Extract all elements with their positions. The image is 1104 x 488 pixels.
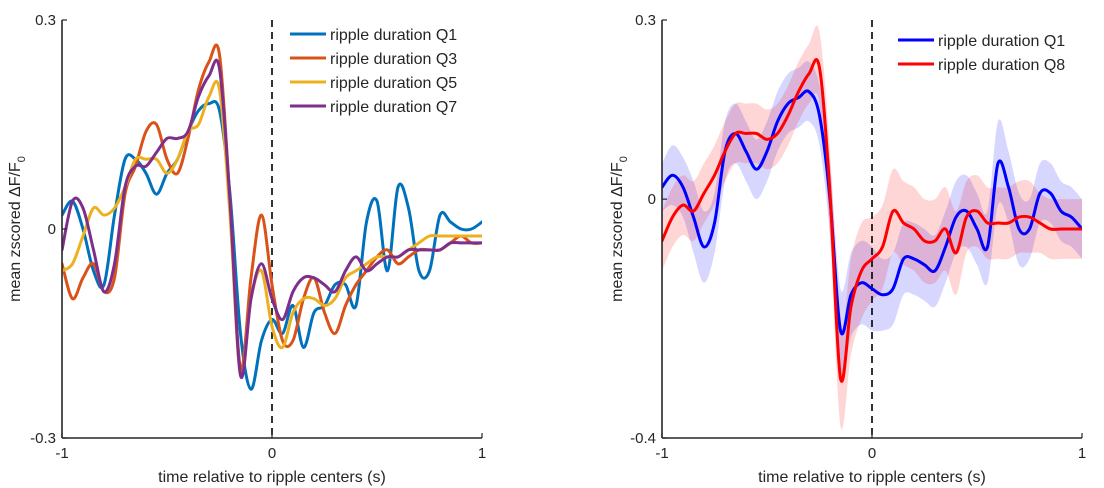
series-line-2 (662, 58, 1082, 383)
x-tick-label: 1 (478, 445, 486, 462)
y-tick-label: -0.4 (630, 430, 656, 447)
y-tick-label: 0 (648, 191, 656, 208)
y-axis-label: mean zscored ΔF/F0 (7, 156, 28, 302)
y-tick-label: 0.3 (35, 12, 56, 29)
plot-area (62, 20, 482, 438)
y-axis-label: mean zscored ΔF/F0 (609, 156, 630, 302)
plot-area (662, 20, 1082, 438)
x-tick-label: -1 (655, 445, 668, 462)
x-axis-label: time relative to ripple centers (s) (758, 469, 986, 486)
y-axis-label-prefix: mean zscored (7, 197, 24, 302)
legend-label: ripple duration Q8 (938, 57, 1065, 74)
y-axis-label-subscript: 0 (16, 156, 28, 162)
legend: ripple duration Q1 ripple duration Q3 ripp… (290, 27, 457, 116)
y-axis-label-math: ΔF/F (609, 162, 626, 197)
legend-label: ripple duration Q1 (330, 27, 457, 44)
x-tick-label: 1 (1078, 445, 1086, 462)
y-tick-label: -0.3 (30, 430, 56, 447)
legend-label: ripple duration Q5 (330, 75, 457, 92)
chart-left: -1 0 1 -0.3 0 0.3 time relative to ripple cent… (7, 12, 486, 486)
series-line-4 (62, 58, 482, 380)
y-tick-label: 0.3 (635, 12, 656, 29)
chart-right: -1 0 1 -0.4 0 0.3 time relative to ripple cent… (609, 12, 1086, 486)
legend: ripple duration Q1 ripple duration Q8 (898, 33, 1065, 74)
legend-label: ripple duration Q1 (938, 33, 1065, 50)
x-tick-label: -1 (55, 445, 68, 462)
series-line-2 (62, 43, 482, 372)
y-tick-label: 0 (48, 221, 56, 238)
y-axis-label-prefix: mean zscored (609, 197, 626, 302)
legend-label: ripple duration Q7 (330, 99, 457, 116)
x-axis-label: time relative to ripple centers (s) (158, 469, 386, 486)
x-tick-label: 0 (268, 445, 276, 462)
legend-label: ripple duration Q3 (330, 51, 457, 68)
y-axis-label-subscript: 0 (618, 156, 630, 162)
x-tick-label: 0 (868, 445, 876, 462)
y-axis-label-math: ΔF/F (7, 162, 24, 197)
